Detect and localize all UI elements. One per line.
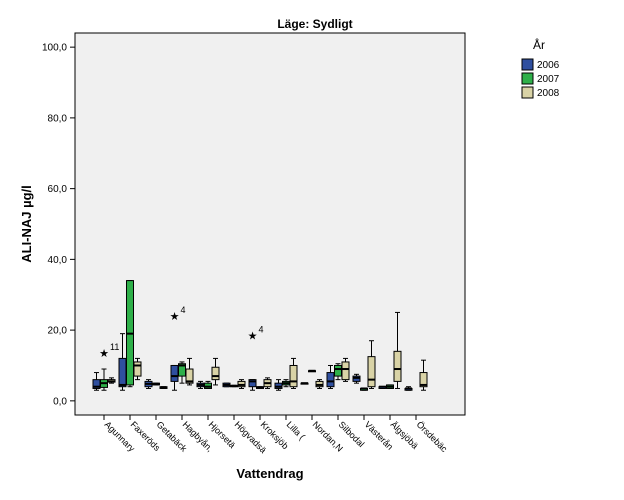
box-2007 bbox=[386, 384, 394, 389]
chart-title: Läge: Sydligt bbox=[277, 17, 352, 31]
box-2008 bbox=[315, 379, 324, 389]
box-2008 bbox=[237, 379, 246, 389]
box-2007 bbox=[178, 361, 186, 384]
box-iqr bbox=[419, 372, 428, 388]
box-2008 bbox=[393, 311, 402, 389]
box-2006 bbox=[326, 364, 335, 389]
box-iqr bbox=[248, 379, 257, 388]
outlier-marker: ★ bbox=[99, 347, 109, 360]
box-2006 bbox=[222, 382, 231, 388]
box-iqr bbox=[211, 366, 220, 381]
y-tick-label: 0,0 bbox=[53, 396, 67, 407]
box-2006 bbox=[300, 382, 309, 385]
box-2007 bbox=[230, 384, 238, 388]
boxes-layer bbox=[92, 280, 428, 391]
box-iqr bbox=[367, 356, 376, 388]
box-2007 bbox=[256, 386, 264, 389]
box-2006 bbox=[378, 385, 387, 389]
box-iqr bbox=[289, 364, 298, 388]
y-tick-label: 80,0 bbox=[48, 113, 68, 124]
box-iqr bbox=[341, 361, 350, 381]
box-2006 bbox=[404, 386, 413, 391]
box-2008 bbox=[419, 359, 428, 391]
y-tick-label: 100,0 bbox=[42, 43, 67, 54]
box-iqr bbox=[118, 357, 127, 388]
outlier-marker: ★ bbox=[248, 329, 258, 342]
box-2008 bbox=[367, 340, 376, 389]
category-label: Lilla ( bbox=[285, 419, 307, 441]
box-iqr bbox=[185, 368, 194, 384]
box-2007 bbox=[308, 369, 316, 373]
box-2007 bbox=[152, 382, 160, 386]
y-tick-label: 60,0 bbox=[48, 184, 68, 195]
box-2007 bbox=[126, 280, 134, 388]
box-2008 bbox=[211, 357, 220, 386]
legend-swatch bbox=[521, 72, 534, 85]
box-2007 bbox=[100, 368, 108, 391]
box-2008 bbox=[185, 357, 194, 386]
box-2008 bbox=[289, 357, 298, 389]
box-2006 bbox=[144, 379, 153, 389]
box-2008 bbox=[341, 357, 350, 382]
box-iqr bbox=[334, 364, 342, 377]
box-2007 bbox=[204, 380, 212, 389]
x-axis: AgunnaryFaxerödsGetabäckHagbyån,Hjorsetä… bbox=[103, 415, 450, 455]
y-axis-title: ALI-NAJ µg/l bbox=[19, 185, 34, 263]
y-axis: 0,0 20,0 40,0 60,0 80,0 100,0 bbox=[42, 43, 75, 407]
box-2008 bbox=[159, 386, 168, 389]
legend-title: År bbox=[533, 37, 545, 52]
box-iqr bbox=[133, 361, 142, 377]
box-iqr bbox=[326, 372, 335, 388]
box-iqr bbox=[393, 350, 402, 382]
box-iqr bbox=[170, 364, 179, 382]
box-2006 bbox=[352, 373, 361, 384]
x-axis-title: Vattendrag bbox=[236, 466, 303, 481]
outliers-layer: ★ 11★ 4★ 4 bbox=[99, 305, 263, 360]
box-2007 bbox=[360, 387, 368, 391]
outlier-label: 4 bbox=[181, 305, 186, 315]
box-2008 bbox=[107, 377, 116, 384]
outlier-label: 4 bbox=[259, 324, 264, 334]
box-2008 bbox=[133, 357, 142, 381]
legend-swatch bbox=[521, 86, 534, 99]
box-2006 bbox=[248, 379, 257, 391]
legend-label: 2006 bbox=[537, 60, 560, 71]
box-2006 bbox=[274, 379, 283, 391]
box-2007 bbox=[282, 379, 290, 388]
y-tick-label: 20,0 bbox=[48, 326, 68, 337]
legend-swatch bbox=[521, 58, 534, 71]
legend: År 2006 2007 2008 bbox=[521, 37, 560, 99]
box-2008 bbox=[263, 377, 272, 389]
y-tick-label: 40,0 bbox=[48, 255, 68, 266]
legend-label: 2007 bbox=[537, 74, 560, 85]
outlier-marker: ★ bbox=[170, 310, 180, 323]
outlier-label: 11 bbox=[110, 342, 119, 352]
category-label: Örsdebäc bbox=[415, 419, 450, 454]
box-2006 bbox=[170, 364, 179, 391]
legend-label: 2008 bbox=[537, 88, 560, 99]
